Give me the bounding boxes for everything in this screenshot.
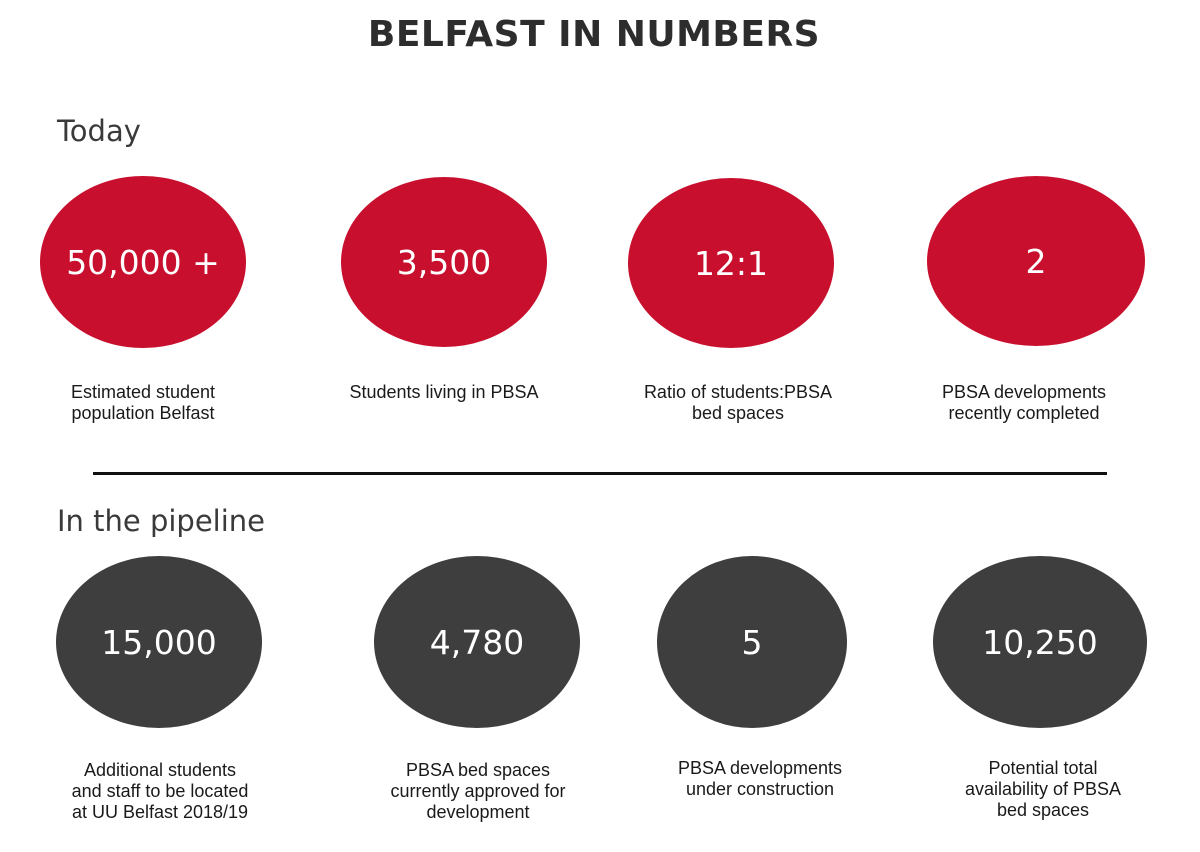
stat-caption-potential-total: Potential total availability of PBSA bed… — [964, 758, 1122, 820]
stat-caption-student-population: Estimated student population Belfast — [70, 382, 216, 423]
stat-circle-developments-completed: 2 — [927, 176, 1145, 346]
stat-circle-potential-total: 10,250 — [933, 556, 1147, 728]
stat-circle-additional-students: 15,000 — [56, 556, 262, 728]
stat-caption-under-construction: PBSA developments under construction — [677, 758, 843, 799]
stat-caption-students-in-pbsa: Students living in PBSA — [349, 382, 539, 402]
stat-caption-ratio: Ratio of students:PBSA bed spaces — [643, 382, 833, 423]
stat-caption-additional-students: Additional students and staff to be loca… — [71, 760, 249, 822]
stat-caption-developments-completed: PBSA developments recently completed — [941, 382, 1107, 423]
stat-circle-students-in-pbsa: 3,500 — [341, 177, 547, 347]
section-heading-pipeline: In the pipeline — [57, 504, 266, 538]
stat-circle-student-population: 50,000 + — [40, 176, 246, 348]
page-title: BELFAST IN NUMBERS — [367, 14, 821, 55]
stat-circle-under-construction: 5 — [657, 556, 847, 728]
section-heading-today: Today — [57, 114, 141, 148]
stat-caption-approved-bed-spaces: PBSA bed spaces currently approved for d… — [390, 760, 566, 822]
stat-circle-approved-bed-spaces: 4,780 — [374, 556, 580, 728]
stat-circle-ratio: 12:1 — [628, 178, 834, 348]
section-divider — [93, 472, 1107, 475]
